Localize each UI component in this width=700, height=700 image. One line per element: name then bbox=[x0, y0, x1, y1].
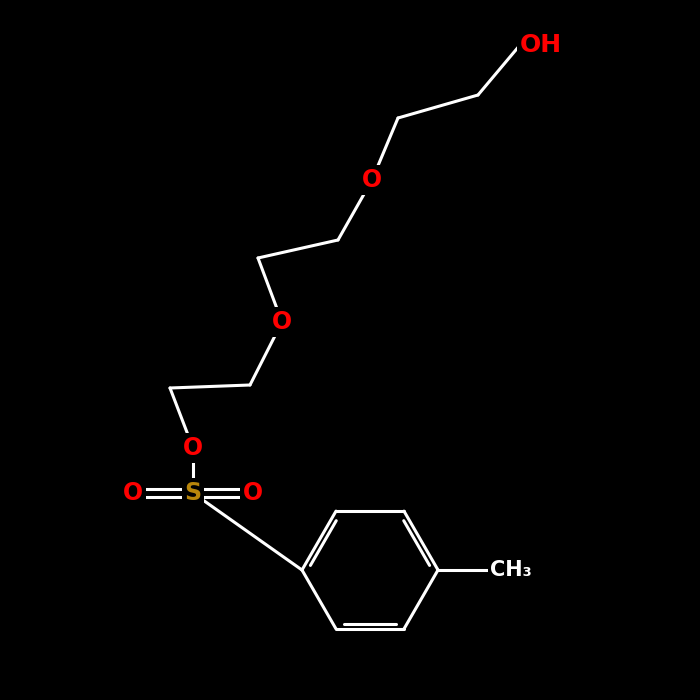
Text: O: O bbox=[243, 481, 263, 505]
Text: O: O bbox=[272, 310, 292, 334]
Text: O: O bbox=[183, 436, 203, 460]
Text: CH₃: CH₃ bbox=[490, 560, 532, 580]
Text: S: S bbox=[184, 481, 202, 505]
Text: OH: OH bbox=[520, 33, 562, 57]
Text: O: O bbox=[362, 168, 382, 192]
Text: O: O bbox=[123, 481, 143, 505]
